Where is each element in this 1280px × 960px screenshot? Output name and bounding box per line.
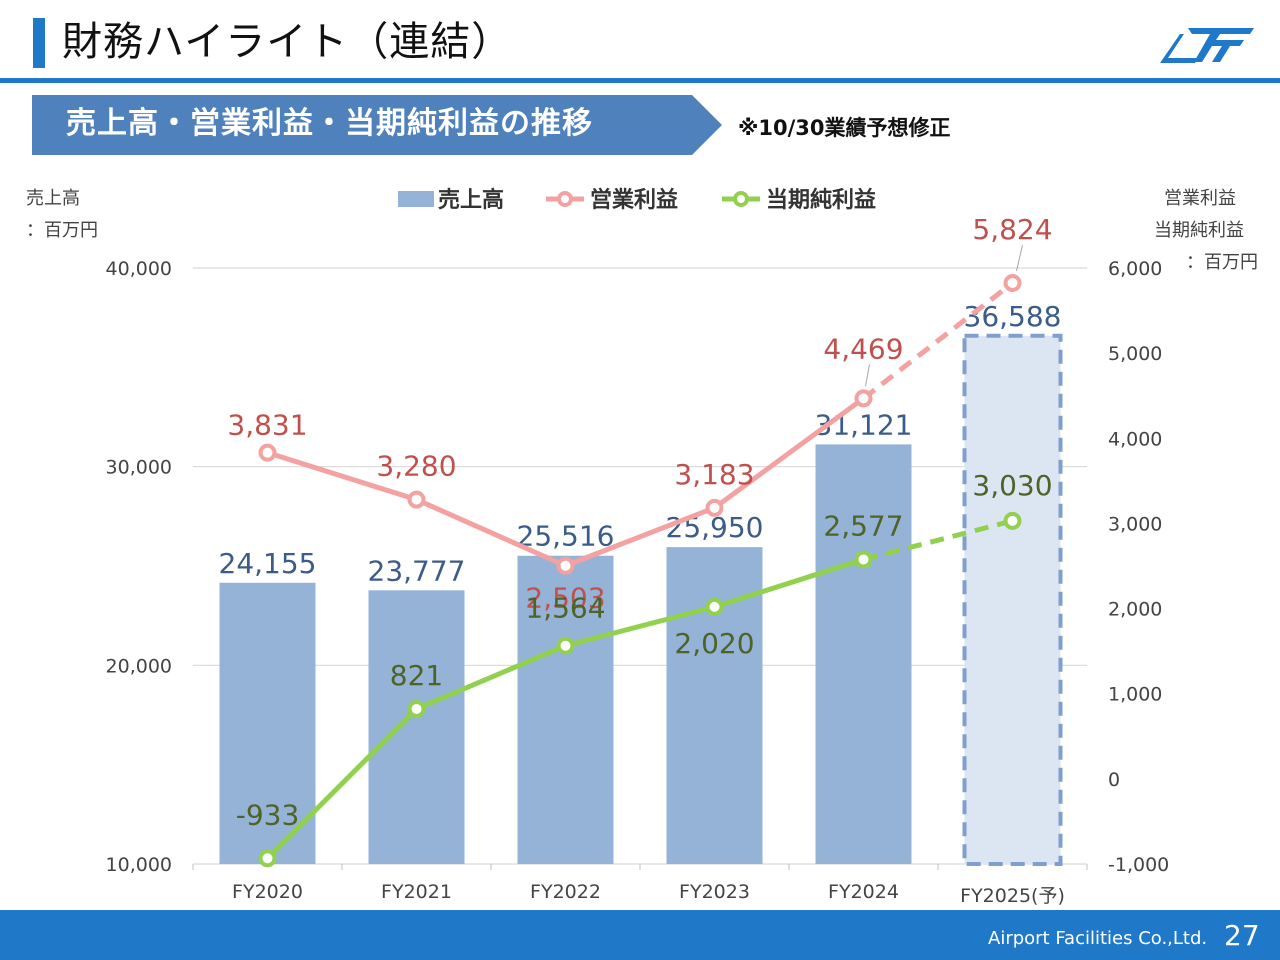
bar-value-label: 36,588 bbox=[964, 300, 1062, 333]
financial-chart: 10,000 20,000 30,000 40,000 -1,000 0 1,000 2,00… bbox=[106, 187, 1170, 907]
net-income-point bbox=[1003, 511, 1022, 530]
right-axis-tick-label: 2,000 bbox=[1108, 599, 1162, 621]
page-title: 財務ハイライト（連結） bbox=[62, 19, 513, 65]
bar-forecast bbox=[962, 333, 1063, 866]
operating-profit-value-label: 3,183 bbox=[674, 458, 754, 491]
right-axis-unit: ：百万円 bbox=[1186, 252, 1258, 273]
operating-profit-forecast-line bbox=[861, 281, 1015, 401]
legend-label-sales: 売上高 bbox=[438, 187, 504, 213]
net-income-point bbox=[705, 597, 724, 616]
net-income-point bbox=[407, 699, 426, 718]
right-axis-tick-label: 5,000 bbox=[1108, 343, 1162, 365]
right-axis-title-operating: 営業利益 bbox=[1164, 188, 1236, 209]
right-axis-tick-label: 4,000 bbox=[1108, 428, 1162, 450]
x-axis-category-label: FY2025(予) bbox=[960, 885, 1065, 907]
x-axis-category-label: FY2023 bbox=[679, 881, 750, 903]
bar bbox=[368, 590, 465, 864]
operating-profit-value-label: 5,824 bbox=[972, 213, 1052, 246]
operating-profit-value-label: 4,469 bbox=[823, 332, 903, 365]
x-axis-category-label: FY2020 bbox=[232, 881, 303, 903]
bar bbox=[815, 444, 912, 864]
left-axis-title: 売上高 bbox=[26, 188, 80, 209]
operating-profit-value-label: 3,831 bbox=[227, 409, 307, 442]
footer-bar bbox=[0, 910, 1280, 960]
net-income-point bbox=[556, 636, 575, 655]
operating-profit-value-label: 3,280 bbox=[376, 450, 456, 483]
leader-line bbox=[1016, 244, 1023, 272]
right-axis-title-net: 当期純利益 bbox=[1154, 220, 1244, 241]
bar-value-label: 23,777 bbox=[368, 554, 466, 587]
company-logo bbox=[1160, 28, 1254, 63]
net-income-point bbox=[854, 550, 873, 569]
net-income-value-label: 2,020 bbox=[674, 627, 754, 660]
header-rule bbox=[0, 78, 1280, 83]
left-axis-tick-label: 30,000 bbox=[106, 457, 172, 479]
x-axis-category-label: FY2022 bbox=[530, 881, 601, 903]
legend-label-operating-profit: 営業利益 bbox=[590, 187, 678, 213]
forecast-revision-note: ※10/30業績予想修正 bbox=[738, 116, 951, 140]
operating-profit-point bbox=[1003, 273, 1022, 292]
right-axis-tick-label: 3,000 bbox=[1108, 513, 1162, 535]
bar-value-label: 24,155 bbox=[219, 547, 317, 580]
operating-profit-point bbox=[407, 490, 426, 509]
net-income-value-label: 1,564 bbox=[525, 592, 605, 625]
right-axis-tick-label: 0 bbox=[1108, 769, 1120, 791]
x-axis-category-label: FY2021 bbox=[381, 881, 452, 903]
left-axis-tick-label: 20,000 bbox=[106, 655, 172, 677]
operating-profit-point bbox=[705, 498, 724, 517]
left-axis-unit: ：百万円 bbox=[26, 220, 98, 241]
net-income-point bbox=[258, 849, 277, 868]
section-banner bbox=[32, 95, 722, 155]
company-name: Airport Facilities Co.,Ltd. bbox=[988, 928, 1208, 949]
operating-profit-point bbox=[854, 389, 873, 408]
bar bbox=[219, 582, 316, 864]
legend-swatch-sales bbox=[398, 191, 434, 207]
right-axis-tick-label: 6,000 bbox=[1108, 258, 1162, 280]
operating-profit-value-label: 2,503 bbox=[525, 582, 605, 615]
net-income-value-label: -933 bbox=[236, 798, 300, 831]
left-axis-tick-label: 10,000 bbox=[106, 854, 172, 876]
bar-value-label: 25,516 bbox=[517, 520, 615, 553]
section-title: 売上高・営業利益・当期純利益の推移 bbox=[66, 106, 593, 141]
legend-marker-net-income bbox=[733, 191, 749, 207]
operating-profit-point bbox=[258, 443, 277, 462]
x-axis-category-label: FY2024 bbox=[828, 881, 899, 903]
legend-label-net-income: 当期純利益 bbox=[766, 187, 876, 213]
operating-profit-point bbox=[556, 556, 575, 575]
net-income-value-label: 821 bbox=[390, 659, 443, 692]
net-income-forecast-line bbox=[862, 518, 1014, 562]
page-number: 27 bbox=[1224, 919, 1260, 952]
left-axis-tick-label: 40,000 bbox=[106, 258, 172, 280]
leader-line bbox=[865, 364, 870, 387]
legend-marker-operating-profit bbox=[557, 191, 573, 207]
right-axis-tick-label: 1,000 bbox=[1108, 684, 1162, 706]
right-axis-tick-label: -1,000 bbox=[1108, 854, 1169, 876]
title-accent-bar bbox=[33, 18, 45, 68]
net-income-value-label: 3,030 bbox=[972, 469, 1052, 502]
net-income-value-label: 2,577 bbox=[823, 509, 903, 542]
bar bbox=[517, 555, 614, 864]
